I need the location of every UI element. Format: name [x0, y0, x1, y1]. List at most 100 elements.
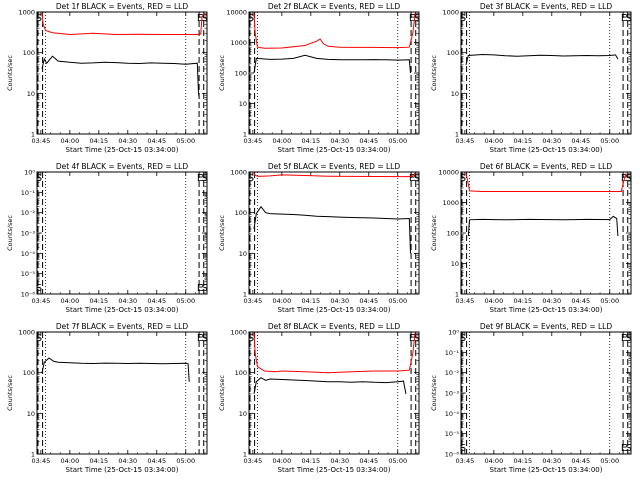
chart-2-marker-label: S [414, 13, 420, 24]
chart-7-y-tick-label: 1 [31, 451, 35, 459]
chart-4-x-tick-label: 03:45 [31, 297, 50, 305]
chart-5-x-axis-label: Start Time (25-Oct-15 03:34:00) [278, 306, 391, 314]
chart-5-marker-label: S [248, 173, 254, 184]
chart-5-title: Det 5f BLACK = Events, RED = LLD [268, 162, 401, 171]
chart-9-y-tick-label: 10⁰ [448, 329, 459, 337]
chart-panel-2: Det 2f BLACK = Events, RED = LLD Counts/s… [218, 2, 420, 154]
chart-2-marker-label: E [409, 13, 415, 24]
chart-panel-9: Det 9f BLACK = Events, RED = LLD Counts/s… [430, 322, 632, 474]
chart-1-y-tick-label: 10 [27, 90, 35, 98]
chart-3-x-tick-label: 04:45 [571, 137, 590, 145]
chart-7-marker-label: S [36, 333, 42, 344]
chart-6-y-axis-label: Counts/sec [430, 215, 438, 251]
chart-9-x-tick-label: 04:30 [542, 457, 561, 465]
chart-5-y-tick-label: 1 [243, 291, 247, 299]
chart-4-marker-label-bottom: S [202, 283, 208, 294]
chart-2-y-tick-label: 100 [235, 70, 247, 78]
chart-4-y-tick-label: 10⁰ [24, 169, 35, 177]
chart-4-y-tick-label: 10⁻⁴ [21, 250, 36, 258]
chart-2-y-axis-label: Counts/sec [218, 55, 226, 91]
chart-3-x-axis-label: Start Time (25-Oct-15 03:34:00) [490, 146, 603, 154]
chart-9-x-tick-label: 04:15 [513, 457, 532, 465]
chart-4-marker-label: S [36, 173, 42, 184]
chart-9-x-tick-label: 04:45 [571, 457, 590, 465]
chart-4-y-tick-label: 10⁻⁵ [21, 270, 36, 278]
chart-3-marker-label: S [626, 13, 632, 24]
chart-2-y-tick-label: 1 [243, 131, 247, 139]
chart-8-x-tick-label: 05:00 [388, 457, 407, 465]
chart-6-y-tick-label: 10 [451, 260, 459, 268]
chart-7-x-tick-label: 05:00 [176, 457, 195, 465]
chart-1-x-tick-label: 03:45 [31, 137, 50, 145]
chart-6-series-line-1 [467, 215, 619, 237]
chart-1-series-line-1 [41, 55, 200, 98]
chart-5-marker-label: S [414, 173, 420, 184]
chart-1-marker-label: E [197, 13, 203, 24]
chart-9-x-tick-label: 03:45 [455, 457, 474, 465]
chart-4-y-tick-label: 10⁻³ [21, 230, 36, 238]
chart-3-y-tick-label: 1000 [442, 9, 459, 17]
chart-4-y-tick-label: 10⁻¹ [21, 189, 36, 197]
chart-2-x-tick-label: 04:00 [272, 137, 291, 145]
chart-8-x-tick-label: 04:00 [272, 457, 291, 465]
chart-6-x-tick-label: 04:45 [571, 297, 590, 305]
chart-8-marker-label: S [414, 333, 420, 344]
chart-3-series-line-1 [465, 53, 619, 66]
chart-7-title: Det 7f BLACK = Events, RED = LLD [56, 322, 189, 331]
chart-6-x-tick-label: 04:30 [542, 297, 561, 305]
chart-2-x-tick-label: 05:00 [388, 137, 407, 145]
chart-9-marker-label: E [621, 333, 627, 344]
chart-8-y-tick-label: 1000 [230, 329, 247, 337]
chart-4-y-tick-label: 10⁻⁶ [21, 291, 36, 299]
chart-8-x-tick-label: 04:30 [330, 457, 349, 465]
chart-5-y-axis-label: Counts/sec [218, 215, 226, 251]
chart-3-y-tick-label: 100 [447, 49, 459, 57]
chart-9-y-tick-label: 10⁻¹ [445, 349, 460, 357]
chart-7-plot-frame [36, 331, 208, 455]
chart-7-y-tick-label: 1000 [18, 329, 35, 337]
chart-7-y-tick-label: 100 [23, 369, 35, 377]
chart-6-series-line-2 [465, 173, 627, 192]
chart-1-plot-frame [36, 11, 208, 135]
chart-3-x-tick-label: 04:15 [513, 137, 532, 145]
chart-8-plot-frame [248, 331, 420, 455]
chart-panel-8: Det 8f BLACK = Events, RED = LLD Counts/s… [218, 322, 420, 474]
chart-4-marker-label: E [197, 173, 203, 184]
chart-6-x-tick-label: 04:15 [513, 297, 532, 305]
chart-1-x-tick-label: 04:30 [118, 137, 137, 145]
chart-5-plot-frame [248, 171, 420, 295]
chart-4-marker-label-bottom: E [197, 283, 203, 294]
chart-1-y-tick-label: 1 [31, 131, 35, 139]
chart-6-title: Det 6f BLACK = Events, RED = LLD [480, 162, 613, 171]
chart-6-x-tick-label: 03:45 [455, 297, 474, 305]
chart-4-x-tick-label: 05:00 [176, 297, 195, 305]
chart-6-marker-label: S [460, 173, 466, 184]
chart-7-x-axis-label: Start Time (25-Oct-15 03:34:00) [66, 466, 179, 474]
chart-2-series-line-2 [253, 13, 416, 49]
chart-panel-6: Det 6f BLACK = Events, RED = LLD Counts/s… [430, 162, 632, 314]
chart-2-plot-frame [248, 11, 420, 135]
chart-5-series-line-1 [253, 205, 411, 254]
chart-panel-1: Det 1f BLACK = Events, RED = LLD Counts/s… [6, 2, 208, 154]
chart-9-y-tick-label: 10⁻³ [445, 390, 460, 398]
chart-8-x-tick-label: 04:15 [301, 457, 320, 465]
chart-1-marker-label: S [36, 13, 42, 24]
chart-5-x-tick-label: 03:45 [243, 297, 262, 305]
chart-3-y-tick-label: 10 [451, 90, 459, 98]
chart-6-marker-label: S [626, 173, 632, 184]
chart-4-x-tick-label: 04:15 [89, 297, 108, 305]
chart-1-title: Det 1f BLACK = Events, RED = LLD [56, 2, 189, 11]
chart-4-plot-frame [36, 171, 208, 295]
chart-5-x-tick-label: 05:00 [388, 297, 407, 305]
chart-8-y-axis-label: Counts/sec [218, 375, 226, 411]
chart-panel-7: Det 7f BLACK = Events, RED = LLD Counts/s… [6, 322, 208, 474]
chart-1-x-tick-label: 05:00 [176, 137, 195, 145]
chart-2-y-tick-label: 1000 [230, 39, 247, 47]
chart-5-y-tick-label: 10 [239, 250, 247, 258]
chart-1-y-tick-label: 1000 [18, 9, 35, 17]
chart-1-series-line-2 [41, 12, 205, 36]
chart-8-y-tick-label: 100 [235, 369, 247, 377]
chart-2-title: Det 2f BLACK = Events, RED = LLD [268, 2, 401, 11]
chart-7-series-line-1 [41, 357, 190, 382]
